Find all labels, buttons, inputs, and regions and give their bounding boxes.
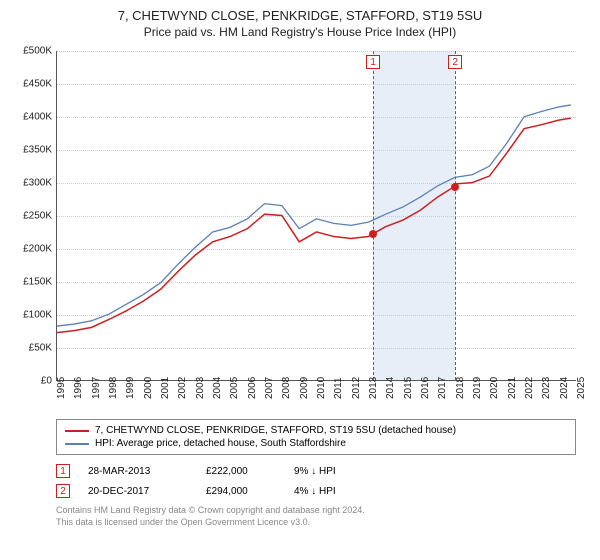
x-axis-label: 2007 — [264, 377, 275, 399]
chart-area: £0 £50K £100K £150K £200K £250K £300K £350K £400… — [12, 45, 588, 415]
y-axis-label: £50K — [12, 343, 52, 354]
y-axis-label: £0 — [12, 376, 52, 387]
y-axis-label: £200K — [12, 244, 52, 255]
legend: 7, CHETWYND CLOSE, PENKRIDGE, STAFFORD, … — [56, 419, 576, 455]
x-axis-label: 2004 — [212, 377, 223, 399]
attribution-text: Contains HM Land Registry data © Crown c… — [56, 505, 576, 528]
table-row: 1 28-MAR-2013 £222,000 9% ↓ HPI — [56, 461, 576, 481]
data-point-icon — [451, 183, 459, 191]
x-axis-label: 1996 — [73, 377, 84, 399]
legend-label: HPI: Average price, detached house, Sout… — [95, 438, 346, 449]
series-line — [57, 105, 571, 326]
y-axis-label: £100K — [12, 310, 52, 321]
chart-subtitle: Price paid vs. HM Land Registry's House … — [12, 25, 588, 39]
transaction-delta: 9% ↓ HPI — [294, 466, 374, 477]
x-axis-label: 2006 — [247, 377, 258, 399]
x-axis-label: 2002 — [177, 377, 188, 399]
x-axis-label: 2018 — [455, 377, 466, 399]
legend-swatch — [65, 443, 89, 445]
x-axis-label: 2005 — [229, 377, 240, 399]
event-marker-icon: 2 — [448, 55, 462, 69]
legend-swatch — [65, 430, 89, 432]
x-axis-label: 2013 — [368, 377, 379, 399]
x-axis-label: 2022 — [524, 377, 535, 399]
x-axis-label: 2017 — [437, 377, 448, 399]
transaction-date: 20-DEC-2017 — [88, 486, 188, 497]
x-axis-label: 1997 — [91, 377, 102, 399]
y-axis-label: £150K — [12, 277, 52, 288]
plot-region: 12 — [56, 51, 576, 381]
legend-item: HPI: Average price, detached house, Sout… — [65, 437, 567, 450]
x-axis-label: 2003 — [195, 377, 206, 399]
marker-box-icon: 2 — [56, 484, 70, 498]
legend-label: 7, CHETWYND CLOSE, PENKRIDGE, STAFFORD, … — [95, 425, 456, 436]
event-marker-icon: 1 — [366, 55, 380, 69]
x-axis-label: 2014 — [385, 377, 396, 399]
x-axis-label: 2020 — [489, 377, 500, 399]
x-axis-label: 2010 — [316, 377, 327, 399]
y-axis-label: £400K — [12, 112, 52, 123]
x-axis-label: 2001 — [160, 377, 171, 399]
x-axis-label: 2009 — [299, 377, 310, 399]
transactions-table: 1 28-MAR-2013 £222,000 9% ↓ HPI 2 20-DEC… — [56, 461, 576, 501]
x-axis-label: 2021 — [507, 377, 518, 399]
x-axis-label: 2025 — [576, 377, 587, 399]
x-axis-label: 2024 — [559, 377, 570, 399]
data-point-icon — [369, 230, 377, 238]
x-axis-label: 1998 — [108, 377, 119, 399]
y-axis-label: £350K — [12, 145, 52, 156]
x-axis-label: 1995 — [56, 377, 67, 399]
x-axis-label: 2011 — [333, 377, 344, 399]
y-axis-label: £300K — [12, 178, 52, 189]
transaction-date: 28-MAR-2013 — [88, 466, 188, 477]
x-axis-label: 2023 — [541, 377, 552, 399]
y-axis-label: £450K — [12, 79, 52, 90]
x-axis-label: 1999 — [125, 377, 136, 399]
chart-title: 7, CHETWYND CLOSE, PENKRIDGE, STAFFORD, … — [12, 8, 588, 23]
transaction-price: £222,000 — [206, 466, 276, 477]
x-axis-label: 2008 — [281, 377, 292, 399]
table-row: 2 20-DEC-2017 £294,000 4% ↓ HPI — [56, 481, 576, 501]
marker-box-icon: 1 — [56, 464, 70, 478]
x-axis-label: 2016 — [420, 377, 431, 399]
y-axis-label: £250K — [12, 211, 52, 222]
transaction-delta: 4% ↓ HPI — [294, 486, 374, 497]
y-axis-label: £500K — [12, 46, 52, 57]
x-axis-label: 2015 — [403, 377, 414, 399]
x-axis-label: 2012 — [351, 377, 362, 399]
x-axis-label: 2000 — [143, 377, 154, 399]
x-axis-label: 2019 — [472, 377, 483, 399]
transaction-price: £294,000 — [206, 486, 276, 497]
legend-item: 7, CHETWYND CLOSE, PENKRIDGE, STAFFORD, … — [65, 424, 567, 437]
